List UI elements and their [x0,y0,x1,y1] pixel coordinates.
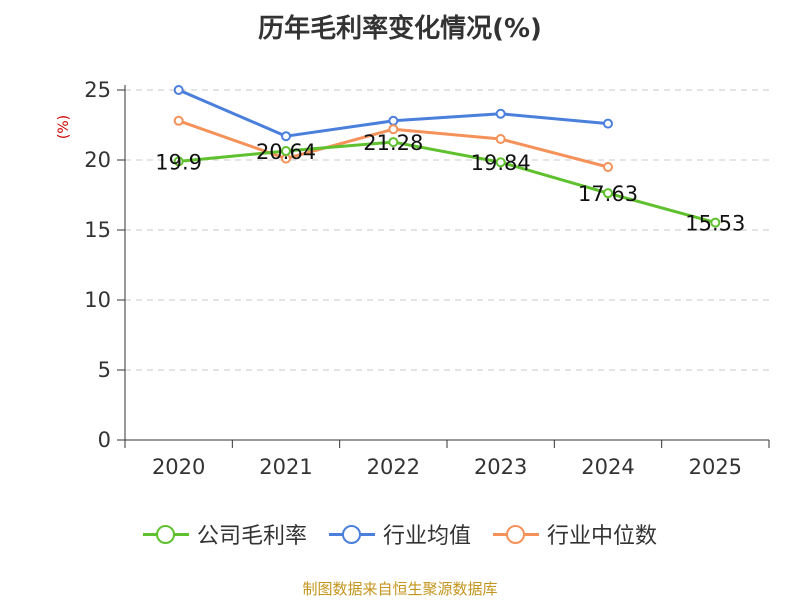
data-source-note: 制图数据来自恒生聚源数据库 [302,580,498,598]
data-point [603,162,613,172]
data-point [710,217,721,228]
series-line [178,140,716,225]
data-point [388,115,399,126]
x-tick-label: 2024 [581,455,634,479]
data-label: 20.64 [256,140,316,164]
y-tick-label: 10 [84,288,111,312]
data-point [388,124,399,135]
data-label: 21.28 [363,131,423,155]
y-tick-label: 15 [84,218,111,242]
data-label: 15.53 [685,212,745,236]
data-point [173,85,184,95]
data-point [281,146,291,157]
data-label: 17.63 [578,182,638,206]
y-tick-label: 0 [98,428,111,452]
data-label: 19.9 [155,150,202,174]
data-point [495,157,506,168]
legend-label: 行业均值 [382,524,471,549]
chart-title: 历年毛利率变化情况(%) [258,14,542,44]
data-point [388,137,399,148]
y-tick-label: 25 [84,78,111,102]
legend-item[interactable]: 行业中位数 [493,518,657,550]
legend-swatch [328,524,375,544]
legend-swatch-marker [155,525,175,544]
data-label: 19.84 [471,151,531,175]
x-tick-label: 2020 [152,455,205,479]
legend-swatch-marker [341,525,361,544]
legend-item[interactable]: 行业均值 [328,518,471,550]
data-point [603,188,613,199]
x-tick-label: 2025 [689,455,742,479]
data-point [281,131,291,142]
y-tick-label: 5 [98,358,111,382]
legend: 公司毛利率 行业均值 行业中位数 [0,518,800,550]
legend-label: 公司毛利率 [196,524,307,549]
legend-swatch-marker [506,525,525,544]
legend-swatch [142,524,189,544]
x-tick-label: 2022 [367,455,420,479]
y-tick-label: 20 [84,148,111,172]
grid-lines [125,89,769,371]
series-lines [173,85,721,228]
x-tick-label: 2021 [259,455,312,479]
data-point [173,156,184,167]
legend-swatch [493,524,539,544]
data-point [495,134,506,144]
data-point [173,115,184,126]
data-point [495,108,506,119]
legend-item[interactable]: 公司毛利率 [142,518,307,550]
x-tick-label: 2023 [474,455,527,479]
data-point [603,118,613,129]
y-axis-label: (%) [56,115,72,139]
legend-label: 行业中位数 [547,524,658,549]
data-labels: 19.9 20.64 21.28 19.84 17.63 15.53 [155,131,745,236]
